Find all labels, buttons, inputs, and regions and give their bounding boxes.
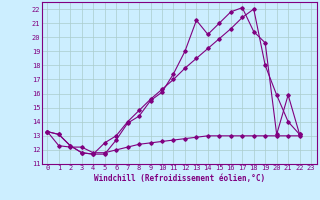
X-axis label: Windchill (Refroidissement éolien,°C): Windchill (Refroidissement éolien,°C) — [94, 174, 265, 183]
